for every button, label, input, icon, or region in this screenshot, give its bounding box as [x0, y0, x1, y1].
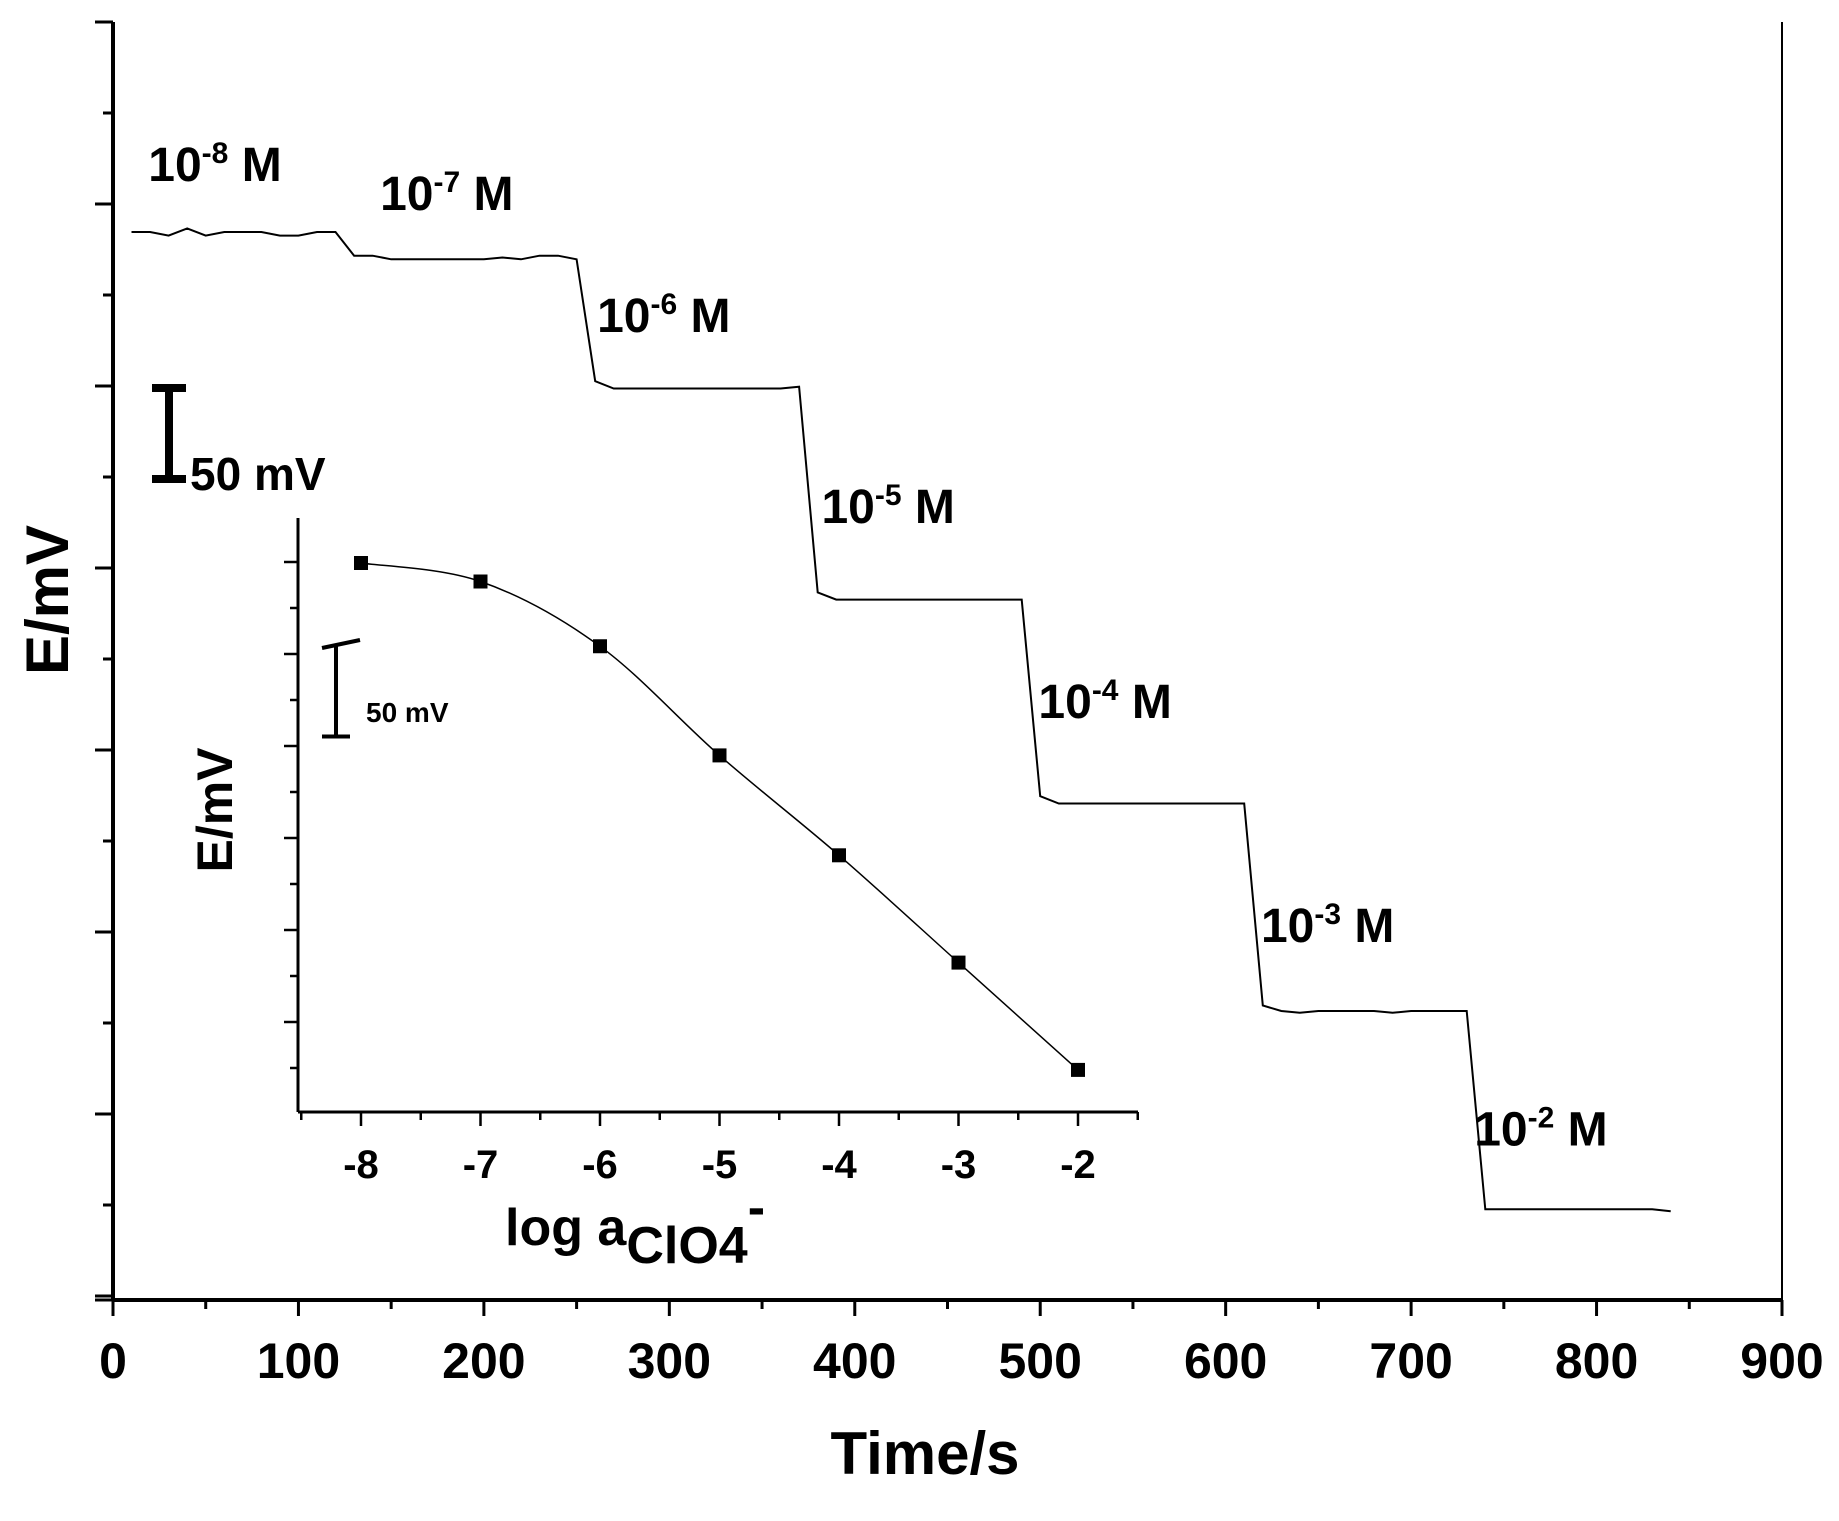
inset-data-point — [712, 748, 727, 763]
inset-data-point — [354, 556, 368, 570]
inset-x-axis-label-main: log a — [505, 1199, 627, 1257]
main-series — [131, 227, 1671, 1213]
concentration-label: 10-8 M — [148, 137, 281, 192]
concentration-labels: 10-8 M 10-7 M 10-6 M 10-5 M 10-4 M 10-3 M 10-2… — [148, 137, 1607, 1157]
inset-data-point — [1071, 1062, 1085, 1077]
inset-x-tick-label: -8 — [343, 1143, 379, 1187]
main-scale-bar-label: 50 mV — [190, 448, 326, 500]
main-ticks — [95, 20, 1784, 1316]
inset-calibration-curve — [360, 562, 1079, 1071]
inset-scale-bar-cap — [321, 638, 361, 650]
main-x-axis-label: Time/s — [831, 1420, 1020, 1487]
main-x-tick-label: 0 — [99, 1333, 127, 1389]
inset-series — [354, 556, 1085, 1077]
main-x-tick-label: 300 — [628, 1333, 711, 1389]
inset-data-point — [951, 955, 966, 970]
main-x-tick-label: 100 — [257, 1333, 340, 1389]
inset-x-tick-label: -7 — [463, 1143, 499, 1187]
inset-x-tick-labels: -8 -7 -6 -5 -4 -3 -2 — [343, 1143, 1096, 1187]
inset-x-tick-label: -2 — [1060, 1143, 1096, 1187]
main-scale-bar: 50 mV — [152, 384, 326, 500]
inset-y-axis-label: E/mV — [187, 747, 243, 873]
inset-x-axis-label-sub: ClO4 — [626, 1217, 747, 1275]
main-x-tick-label: 800 — [1555, 1333, 1638, 1389]
inset-x-axis-label-sup: - — [748, 1179, 765, 1237]
concentration-label: 10-2 M — [1474, 1102, 1607, 1157]
concentration-label: 10-4 M — [1038, 674, 1171, 729]
concentration-label: 10-6 M — [597, 288, 730, 343]
concentration-label: 10-7 M — [380, 166, 513, 221]
concentration-label: 10-5 M — [821, 479, 954, 534]
inset-x-tick-label: -5 — [702, 1143, 738, 1187]
main-x-tick-labels: 0 100 200 300 400 500 600 700 800 900 — [99, 1333, 1824, 1389]
inset-data-point — [473, 574, 488, 589]
main-x-tick-label: 500 — [999, 1333, 1082, 1389]
concentration-label: 10-3 M — [1261, 898, 1394, 953]
main-x-tick-label: 600 — [1184, 1333, 1267, 1389]
inset-data-point — [832, 848, 846, 863]
inset-x-tick-label: -6 — [582, 1143, 618, 1187]
main-x-tick-label: 400 — [813, 1333, 896, 1389]
inset-x-axis-label: log aClO4- — [505, 1179, 765, 1275]
main-potential-trace — [131, 227, 1671, 1213]
main-y-axis-label: E/mV — [14, 525, 81, 675]
main-x-tick-label: 200 — [442, 1333, 525, 1389]
inset-x-tick-label: -3 — [941, 1143, 977, 1187]
inset-x-tick-label: -4 — [821, 1143, 857, 1187]
inset-data-point — [593, 639, 607, 654]
inset-ticks — [284, 560, 1139, 1126]
main-x-tick-label: 900 — [1740, 1333, 1823, 1389]
main-chart: 0 100 200 300 400 500 600 700 800 900 10-8 M 10-7 … — [14, 20, 1824, 1487]
inset-chart: -8 -7 -6 -5 -4 -3 -2 50 mV log aClO4- E/mV — [187, 518, 1139, 1275]
inset-scale-bar-label: 50 mV — [366, 697, 449, 728]
inset-scale-bar: 50 mV — [321, 638, 449, 739]
inset-axes — [296, 518, 1138, 1114]
main-x-tick-label: 700 — [1369, 1333, 1452, 1389]
